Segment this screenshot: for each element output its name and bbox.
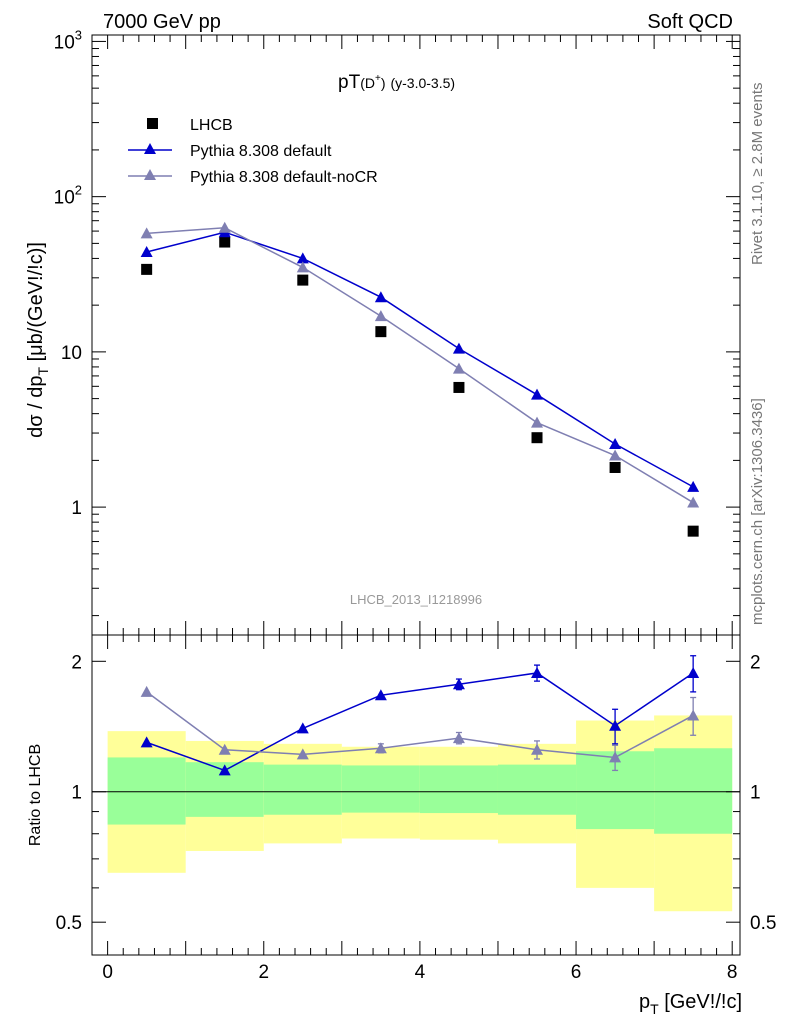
ratio-panel-ticks: 0 2 4 6 8 0.5 0.5 1 1 2 2 (56, 635, 776, 983)
ratio-point-0 (609, 719, 622, 731)
green-band-bin (497, 764, 577, 815)
ratio-point-0 (218, 764, 231, 776)
green-band-bin (341, 765, 420, 813)
ratio-uncertainty-bands (92, 715, 740, 912)
lhcb-data-point (453, 381, 465, 393)
main-panel-series (140, 221, 700, 537)
source-label: mcplots.cern.ch [arXiv:1306.3436] (749, 398, 766, 625)
ratio-point-1 (609, 751, 622, 763)
series-point-2 (140, 227, 153, 239)
beam-label: 7000 GeV pp (103, 11, 221, 33)
legend-label-lhcb: LHCB (190, 117, 233, 134)
ratio-point-1 (531, 743, 544, 755)
green-band-bin (654, 748, 733, 834)
x-tick-label: 4 (415, 962, 426, 983)
ratio-y-tick-label-left: 2 (71, 652, 82, 673)
lhcb-data-point (297, 274, 309, 286)
ratio-y-tick-label-right: 1 (750, 783, 761, 804)
series-point-2 (452, 362, 465, 374)
main-y-axis-title: dσ / dpT [μb/(GeV!/!c)] (25, 242, 51, 438)
series-point-2 (531, 416, 544, 428)
lhcb-data-point (609, 461, 621, 473)
series-point-2 (296, 261, 309, 273)
legend-label-nocr: Pythia 8.308 default-noCR (190, 169, 378, 186)
series-line-1 (146, 231, 694, 488)
x-axis-title: pT [GeV!/!c] (639, 991, 742, 1017)
plot-title: pT(D+) (y-3.0-3.5) (338, 72, 455, 93)
main-y-tick-label: 1 (71, 498, 82, 519)
ratio-point-1 (296, 748, 309, 760)
series-point-1 (374, 291, 387, 303)
series-point-1 (687, 480, 700, 492)
analysis-label: LHCB_2013_I1218996 (350, 592, 482, 607)
ratio-y-axis-title: Ratio to LHCB (27, 744, 44, 846)
series-point-1 (140, 245, 153, 257)
legend-marker-nocr (144, 169, 156, 180)
ratio-point-1 (687, 709, 700, 721)
main-y-tick-label: 10 (61, 343, 82, 364)
x-tick-label: 8 (727, 962, 738, 983)
x-tick-label: 2 (258, 962, 269, 983)
x-tick-label: 0 (102, 962, 113, 983)
series-point-2 (609, 449, 622, 461)
lhcb-data-point (531, 432, 543, 444)
main-y-tick-label: 103 (54, 27, 82, 53)
legend-marker-default (144, 143, 156, 154)
lhcb-data-point (375, 326, 387, 338)
lhcb-data-point (141, 263, 153, 275)
legend: LHCB Pythia 8.308 default Pythia 8.308 d… (128, 117, 378, 186)
legend-marker-lhcb (147, 118, 158, 129)
ratio-y-tick-label-left: 1 (71, 783, 82, 804)
main-panel-ticks: 1 10 102 103 (54, 27, 740, 635)
rivet-label: Rivet 3.1.10, ≥ 2.8M events (749, 83, 766, 266)
lhcb-data-point (687, 525, 699, 537)
x-tick-label: 6 (571, 962, 582, 983)
series-point-1 (452, 342, 465, 354)
ratio-point-0 (296, 722, 309, 734)
ratio-point-1 (374, 742, 387, 754)
series-point-2 (687, 496, 700, 508)
ratio-panel-frame (91, 634, 741, 956)
process-label: Soft QCD (647, 11, 733, 33)
series-point-1 (531, 388, 544, 400)
ratio-point-0 (374, 689, 387, 701)
ratio-point-1 (140, 685, 153, 697)
green-band-bin (419, 765, 498, 814)
ratio-point-1 (218, 743, 231, 755)
ratio-line-0 (146, 672, 694, 772)
series-line-2 (146, 227, 694, 504)
ratio-y-tick-label-right: 2 (750, 652, 761, 673)
ratio-point-0 (452, 678, 465, 690)
green-band-bin (263, 764, 342, 815)
ratio-line-1 (146, 691, 694, 759)
ratio-panel-series (140, 655, 700, 776)
series-point-2 (218, 221, 231, 233)
series-point-2 (374, 310, 387, 322)
ratio-y-tick-label-right: 0.5 (750, 913, 776, 934)
green-band-bin (107, 757, 186, 825)
ratio-point-0 (140, 736, 153, 748)
main-y-tick-label: 102 (54, 183, 82, 209)
ratio-point-0 (687, 666, 700, 678)
ratio-y-tick-label-left: 0.5 (56, 913, 82, 934)
series-point-1 (609, 438, 622, 450)
ratio-point-1 (452, 732, 465, 744)
series-point-1 (296, 252, 309, 264)
ratio-point-0 (531, 666, 544, 678)
lhcb-data-point (219, 236, 231, 248)
legend-label-default: Pythia 8.308 default (190, 143, 332, 160)
